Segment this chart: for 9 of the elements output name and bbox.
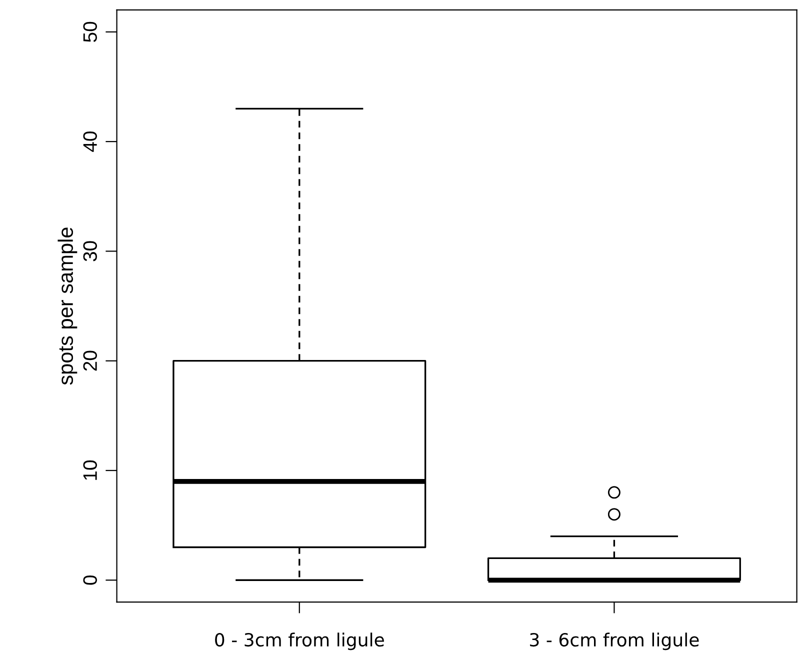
y-tick-label: 10 (83, 460, 97, 480)
y-tick-label: 30 (83, 241, 97, 262)
y-tick-label: 50 (83, 22, 97, 42)
y-tick-label: 0 (83, 575, 97, 585)
x-tick-label: 0 - 3cm from ligule (215, 632, 384, 650)
x-tick-label: 3 - 6cm from ligule (530, 632, 699, 650)
y-axis-title: spots per sample (58, 228, 78, 385)
y-tick-label: 20 (83, 350, 97, 371)
y-tick-label: 40 (83, 132, 97, 152)
